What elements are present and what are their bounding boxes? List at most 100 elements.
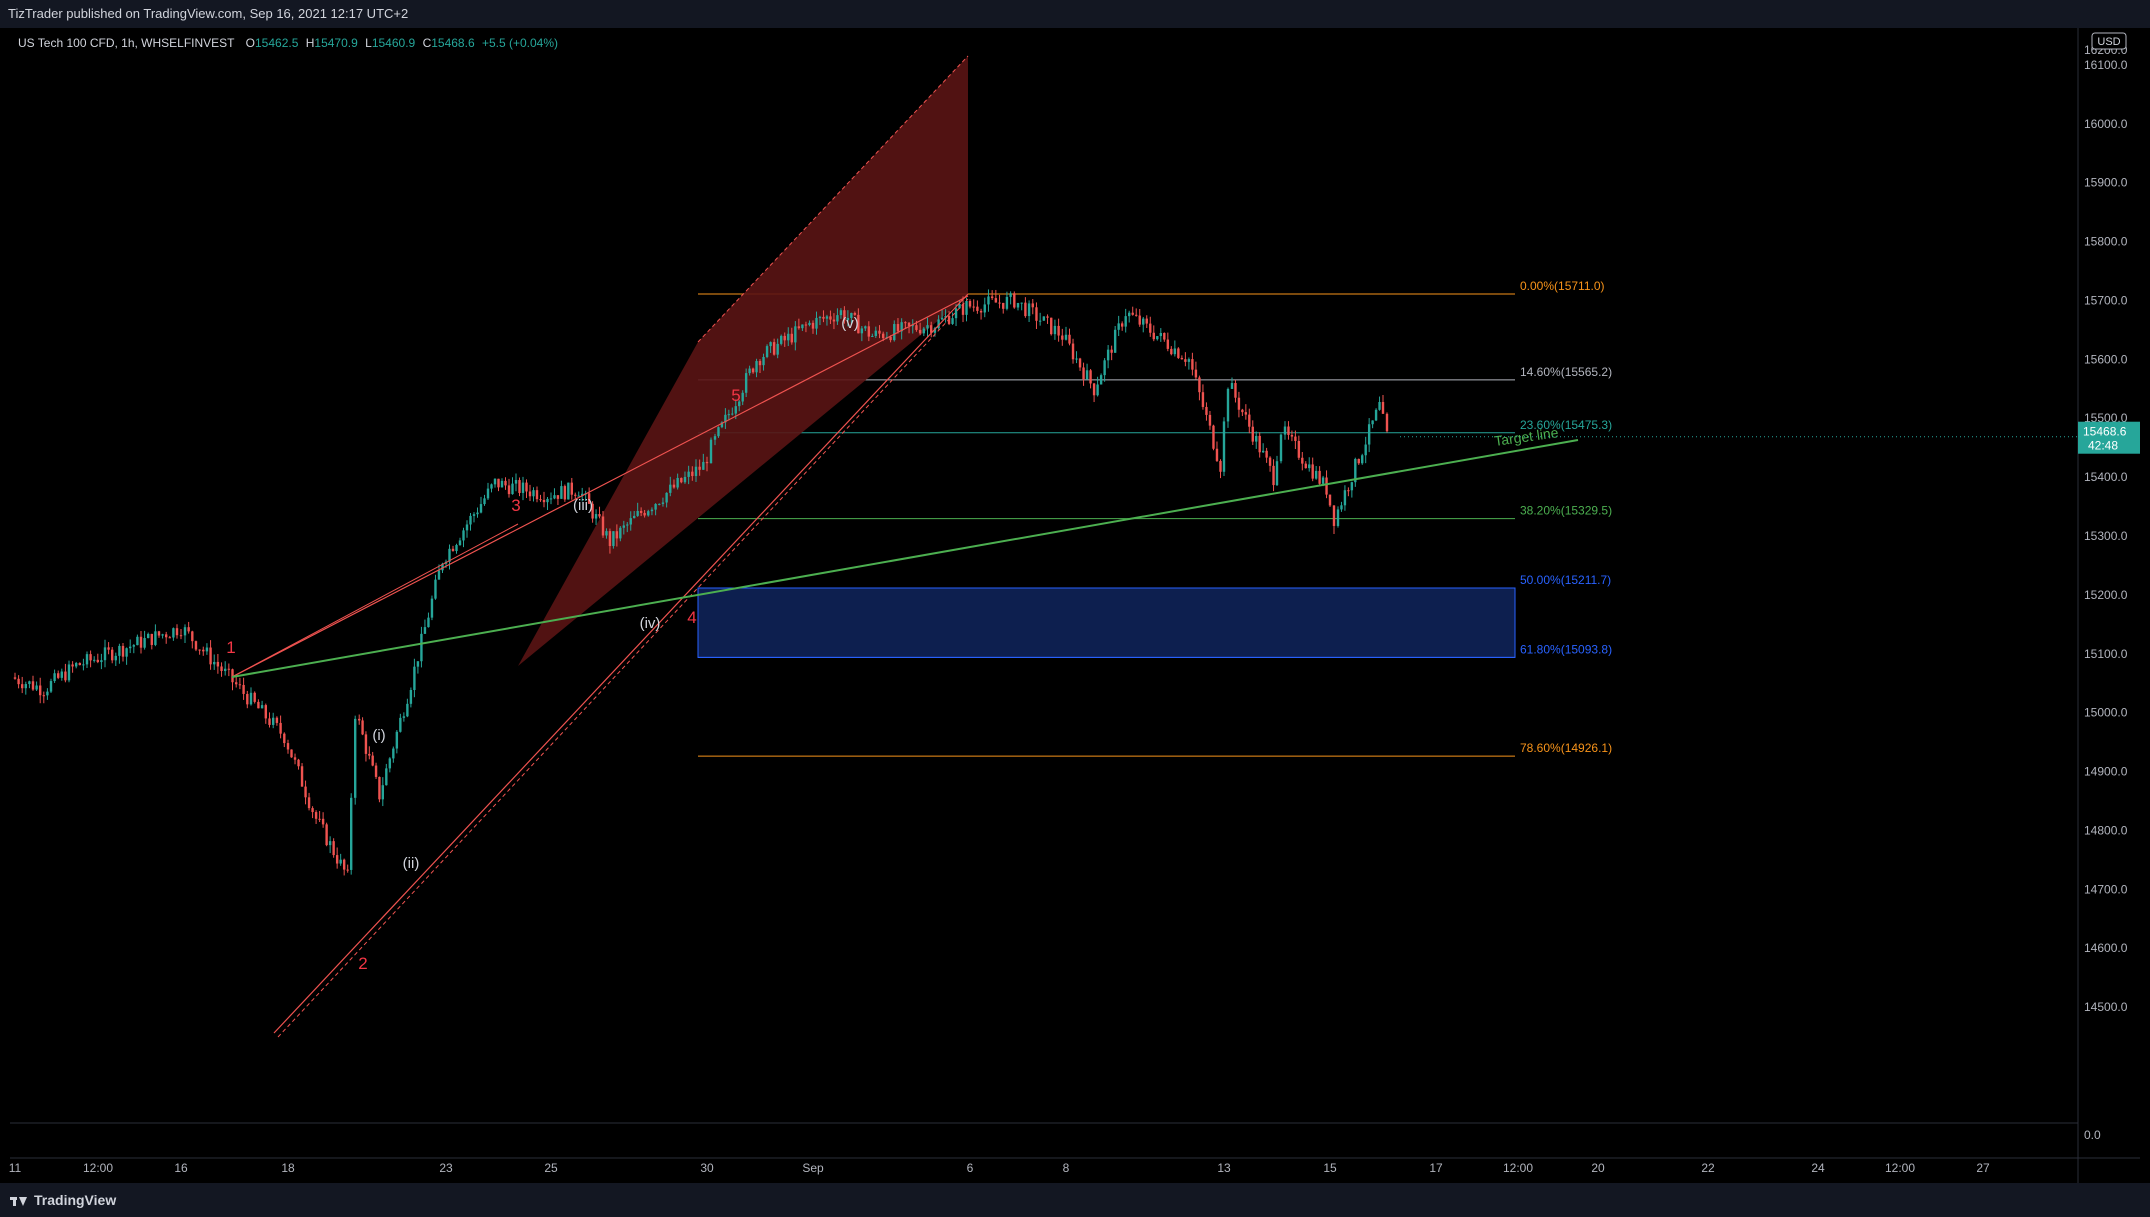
candle-body[interactable] — [497, 478, 500, 488]
candle-body[interactable] — [75, 663, 78, 667]
candle-body[interactable] — [937, 319, 940, 329]
candle-body[interactable] — [504, 480, 507, 486]
candle-body[interactable] — [272, 717, 275, 725]
candle-body[interactable] — [832, 319, 836, 322]
candle-body[interactable] — [17, 678, 20, 685]
candle-body[interactable] — [1198, 377, 1201, 393]
candle-body[interactable] — [374, 765, 378, 777]
candle-body[interactable] — [539, 499, 542, 501]
candle-body[interactable] — [507, 485, 511, 495]
candle-body[interactable] — [748, 368, 751, 374]
candle-body[interactable] — [815, 317, 818, 329]
candle-body[interactable] — [994, 298, 998, 303]
candle-body[interactable] — [720, 422, 724, 428]
candle-body[interactable] — [100, 660, 103, 663]
candle-body[interactable] — [839, 310, 843, 316]
candle-body[interactable] — [560, 486, 563, 499]
candle-body[interactable] — [392, 748, 395, 759]
candle-body[interactable] — [998, 302, 1001, 304]
candle-body[interactable] — [85, 654, 89, 665]
candle-body[interactable] — [1092, 383, 1096, 396]
candle-body[interactable] — [118, 645, 121, 656]
candle-body[interactable] — [402, 716, 406, 718]
candle-body[interactable] — [633, 515, 636, 519]
candle-body[interactable] — [1367, 424, 1371, 445]
candle-body[interactable] — [987, 296, 990, 305]
candle-body[interactable] — [783, 335, 786, 341]
candle-body[interactable] — [1082, 367, 1085, 380]
candle-body[interactable] — [213, 661, 216, 665]
candle-body[interactable] — [220, 666, 223, 672]
candle-body[interactable] — [758, 361, 762, 366]
upper-channel-line[interactable] — [231, 295, 969, 678]
candle-body[interactable] — [409, 690, 413, 704]
candle-body[interactable] — [231, 669, 234, 683]
candle-body[interactable] — [850, 312, 853, 318]
candle-body[interactable] — [406, 703, 409, 717]
candle-body[interactable] — [954, 308, 958, 319]
candle-body[interactable] — [1173, 348, 1177, 355]
symbol-legend[interactable]: US Tech 100 CFD, 1h, WHSELFINVEST O15462… — [18, 36, 558, 50]
candle-body[interactable] — [1287, 426, 1290, 435]
candle-body[interactable] — [961, 304, 965, 315]
candle-body[interactable] — [358, 718, 361, 721]
candle-body[interactable] — [1226, 388, 1230, 422]
candle-body[interactable] — [111, 649, 114, 661]
candle-body[interactable] — [1314, 470, 1318, 479]
channel-projection-area[interactable] — [518, 56, 968, 666]
candle-body[interactable] — [253, 692, 256, 702]
candle-body[interactable] — [979, 310, 983, 313]
candle-body[interactable] — [1294, 436, 1297, 441]
candle-body[interactable] — [335, 855, 339, 864]
candle-body[interactable] — [1215, 448, 1219, 461]
candle-body[interactable] — [183, 627, 187, 636]
candle-body[interactable] — [1124, 316, 1127, 327]
candle-body[interactable] — [150, 633, 153, 645]
candle-body[interactable] — [307, 797, 311, 809]
candle-body[interactable] — [472, 514, 476, 516]
candle-body[interactable] — [1251, 426, 1254, 442]
candle-body[interactable] — [249, 692, 253, 705]
candle-body[interactable] — [808, 322, 811, 326]
candle-body[interactable] — [172, 628, 175, 638]
candle-body[interactable] — [772, 342, 776, 355]
candle-body[interactable] — [275, 717, 279, 723]
candle-body[interactable] — [591, 503, 594, 519]
candle-body[interactable] — [430, 598, 434, 618]
candle-body[interactable] — [39, 685, 42, 696]
candle-body[interactable] — [1131, 312, 1134, 315]
candle-body[interactable] — [546, 498, 549, 503]
candle-body[interactable] — [1311, 464, 1314, 479]
candle-body[interactable] — [605, 531, 608, 536]
candle-body[interactable] — [1272, 465, 1275, 486]
candle-body[interactable] — [1357, 458, 1360, 464]
candle-body[interactable] — [1237, 397, 1241, 410]
candle-body[interactable] — [1103, 360, 1106, 376]
candle-body[interactable] — [867, 326, 871, 337]
candle-body[interactable] — [198, 649, 201, 651]
candle-body[interactable] — [1128, 312, 1131, 317]
candle-body[interactable] — [1283, 426, 1287, 435]
candle-body[interactable] — [1002, 302, 1005, 309]
candle-body[interactable] — [413, 666, 416, 691]
candle-body[interactable] — [1089, 370, 1092, 384]
candle-body[interactable] — [1110, 349, 1113, 353]
candle-body[interactable] — [342, 859, 346, 870]
candle-body[interactable] — [268, 718, 271, 725]
candle-body[interactable] — [1241, 409, 1244, 413]
candle-body[interactable] — [528, 491, 532, 497]
candle-body[interactable] — [968, 300, 972, 307]
candle-body[interactable] — [437, 570, 441, 580]
candle-body[interactable] — [1234, 383, 1237, 398]
candle-body[interactable] — [874, 330, 877, 336]
candle-body[interactable] — [713, 436, 717, 440]
candle-body[interactable] — [441, 563, 444, 571]
candle-body[interactable] — [476, 512, 479, 515]
candle-body[interactable] — [235, 682, 238, 685]
candle-body[interactable] — [458, 540, 462, 546]
candle-body[interactable] — [136, 636, 139, 646]
candle-body[interactable] — [191, 631, 194, 642]
candle-body[interactable] — [940, 317, 944, 320]
candle-body[interactable] — [500, 480, 504, 488]
candle-body[interactable] — [608, 531, 612, 547]
